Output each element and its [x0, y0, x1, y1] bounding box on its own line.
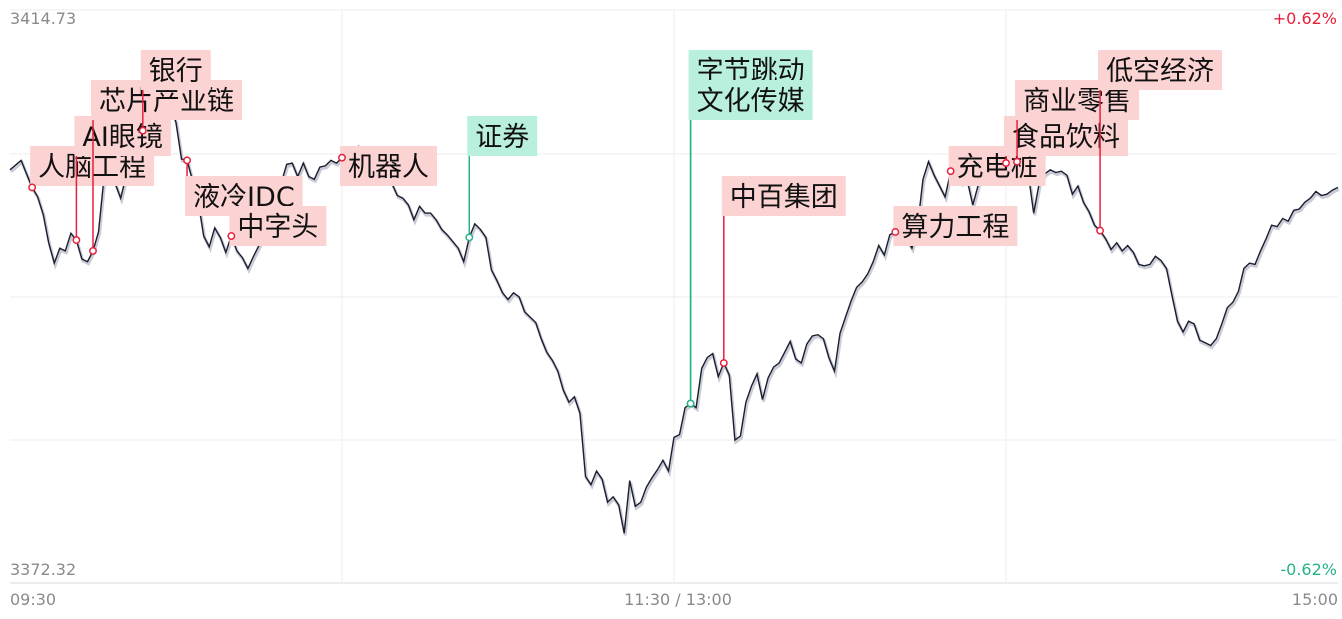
- annotation-label: 中百集团: [730, 182, 838, 213]
- event-annotation: 证券: [465, 116, 538, 242]
- pct-min-label: -0.62%: [1280, 560, 1337, 579]
- annotation-point: [1002, 159, 1010, 168]
- event-annotation: 低空经济: [1096, 50, 1223, 235]
- annotation-label: AI眼镜: [82, 122, 162, 153]
- annotation-tag-bg: [467, 116, 538, 156]
- annotation-point: [686, 399, 695, 408]
- annotation-label: 商业零售: [1023, 86, 1131, 117]
- event-annotation: 商业零售: [1013, 80, 1140, 166]
- event-annotation: 机器人: [338, 146, 437, 186]
- annotation-label: 银行: [149, 56, 203, 87]
- annotation-point: [89, 246, 97, 255]
- annotation-point: [72, 236, 81, 245]
- annotation-tag-bg: [74, 116, 171, 156]
- event-annotation: 食品饮料: [1002, 116, 1128, 168]
- event-annotation: 芯片产业链: [89, 80, 242, 255]
- annotation-tag-bg: [140, 50, 211, 90]
- pct-max-label: +0.62%: [1273, 9, 1337, 28]
- x-tick-label-midday: 11:30 / 13:00: [624, 590, 732, 609]
- annotation-layer: 人脑工程AI眼镜芯片产业链银行液冷IDC中字头机器人证券字节跳动文化传媒中百集团…: [28, 50, 1223, 408]
- annotation-point: [891, 228, 900, 236]
- annotation-tag-bg: [721, 176, 846, 216]
- y-min-label: 3372.32: [10, 560, 76, 579]
- annotation-label: 算力工程: [901, 212, 1009, 243]
- event-annotation: 中百集团: [719, 176, 846, 367]
- annotation-point: [719, 359, 728, 367]
- axis-labels: 3414.73 3372.32 +0.62% -0.62% 09:30 11:3…: [10, 9, 1338, 609]
- annotation-label: 中字头: [237, 212, 318, 243]
- annotation-label: 机器人: [348, 152, 429, 183]
- annotation-label: 芯片产业链: [99, 86, 234, 117]
- annotation-label: 证券: [475, 122, 529, 153]
- price-line-shadow: [10, 86, 1340, 536]
- annotation-tag-bg: [229, 206, 327, 246]
- annotation-point: [465, 233, 474, 242]
- price-line-layer: [9, 86, 1340, 536]
- annotation-tag-bg: [340, 146, 437, 186]
- annotation-point: [138, 126, 147, 135]
- grid: [10, 9, 1338, 584]
- event-annotation: 文化传媒: [686, 80, 813, 408]
- annotation-point: [183, 156, 192, 165]
- x-tick-label-close: 15:00: [1292, 590, 1338, 609]
- annotation-tag-bg: [893, 206, 1018, 246]
- x-tick-label-open: 09:30: [10, 590, 56, 609]
- annotation-tag-bg: [688, 80, 813, 120]
- event-annotation: AI眼镜: [72, 116, 171, 245]
- annotation-point: [946, 167, 955, 176]
- annotation-point: [338, 153, 346, 162]
- y-max-label: 3414.73: [10, 9, 76, 28]
- annotation-point: [28, 183, 37, 192]
- price-line: [9, 86, 1339, 534]
- annotation-label: 食品饮料: [1012, 122, 1120, 153]
- event-annotation: 中字头: [227, 206, 327, 246]
- annotation-label: 人脑工程: [38, 152, 146, 183]
- annotation-label: 低空经济: [1106, 56, 1214, 87]
- event-annotation: 银行: [138, 50, 211, 135]
- annotation-tag-bg: [1004, 116, 1128, 156]
- annotation-label: 充电桩: [957, 152, 1038, 183]
- annotation-tag-bg: [1098, 50, 1223, 90]
- annotation-point: [227, 232, 236, 240]
- annotation-label: 文化传媒: [697, 86, 805, 117]
- annotation-point: [1013, 157, 1022, 166]
- annotation-point: [1096, 226, 1105, 235]
- event-annotation: 算力工程: [891, 206, 1018, 246]
